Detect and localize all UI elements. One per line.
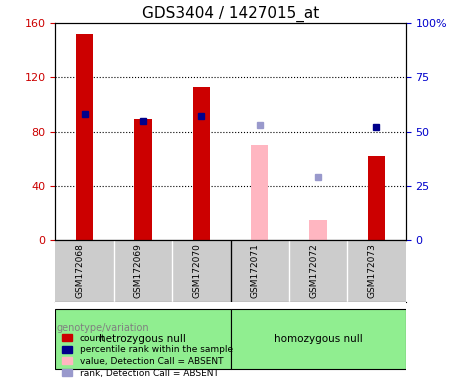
Text: GSM172073: GSM172073: [367, 243, 377, 298]
Text: homozygous null: homozygous null: [274, 334, 362, 344]
Legend: count, percentile rank within the sample, value, Detection Call = ABSENT, rank, : count, percentile rank within the sample…: [60, 332, 235, 379]
Text: GSM172070: GSM172070: [192, 243, 201, 298]
Bar: [134, 119, 152, 240]
Bar: [76, 34, 93, 240]
Text: genotype/variation: genotype/variation: [57, 323, 149, 333]
Bar: [309, 220, 327, 240]
FancyBboxPatch shape: [55, 310, 230, 369]
Bar: [368, 156, 385, 240]
Text: hetrozygous null: hetrozygous null: [100, 334, 186, 344]
FancyBboxPatch shape: [230, 310, 406, 369]
Bar: [193, 87, 210, 240]
Title: GDS3404 / 1427015_at: GDS3404 / 1427015_at: [142, 5, 319, 22]
Bar: [251, 145, 268, 240]
Text: GSM172068: GSM172068: [76, 243, 84, 298]
Text: GSM172072: GSM172072: [309, 243, 318, 298]
Text: GSM172069: GSM172069: [134, 243, 143, 298]
Text: GSM172071: GSM172071: [251, 243, 260, 298]
